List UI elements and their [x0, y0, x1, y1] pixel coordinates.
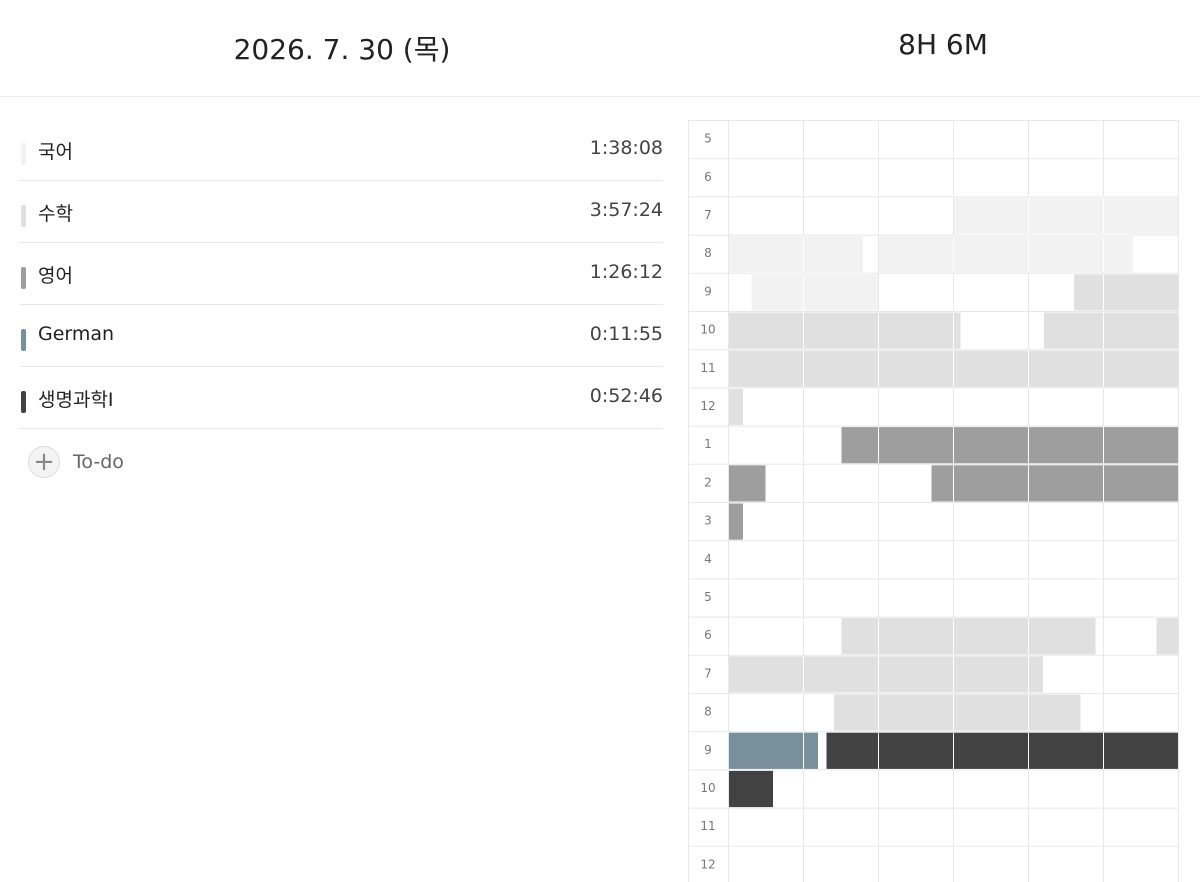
- study-block: [729, 503, 743, 540]
- study-block: [841, 427, 1178, 464]
- hour-label: 9: [704, 284, 712, 298]
- todo-button[interactable]: + To-do: [28, 446, 124, 478]
- subject-row: 국어 1:38:08: [20, 119, 663, 181]
- study-block: [729, 656, 1043, 693]
- hour-label: 11: [700, 819, 715, 833]
- study-block: [729, 236, 863, 273]
- hour-label: 3: [704, 514, 712, 528]
- hour-label: 2: [704, 475, 712, 489]
- study-block: [826, 732, 1178, 769]
- hour-label: 5: [704, 590, 712, 604]
- hour-label: 8: [704, 705, 712, 719]
- study-block: [834, 694, 1081, 731]
- subject-name: 생명과학I: [38, 389, 114, 411]
- hour-label: 7: [704, 666, 712, 680]
- subject-name: 국어: [38, 141, 73, 163]
- subject-time: 0:52:46: [589, 385, 663, 407]
- subject-time: 0:11:55: [589, 323, 663, 345]
- study-block: [729, 388, 743, 426]
- hour-label: 11: [700, 361, 715, 375]
- plus-icon[interactable]: +: [28, 446, 60, 478]
- subject-time: 1:26:12: [589, 261, 663, 283]
- hour-label: 12: [700, 857, 715, 871]
- hour-label: 12: [700, 399, 715, 413]
- subject-row: 수학 3:57:24: [20, 181, 663, 243]
- date: 2026. 7. 30 (목): [233, 33, 451, 66]
- study-block: [841, 618, 1096, 655]
- hour-label: 9: [704, 743, 712, 757]
- subject-row: 영어 1:26:12: [20, 243, 663, 305]
- subject-name: 수학: [38, 203, 73, 225]
- study-block: [729, 770, 773, 808]
- hour-label: 1: [704, 437, 712, 451]
- study-block: [1156, 618, 1178, 655]
- study-block: [931, 465, 1178, 502]
- subject-color: [21, 329, 26, 351]
- todo-label[interactable]: To-do: [73, 451, 124, 473]
- subject-color: [21, 391, 26, 413]
- study-block: [954, 197, 1178, 235]
- hour-label: 6: [704, 170, 712, 184]
- total-time: 8H 6M: [898, 28, 988, 61]
- hour-label: 7: [704, 208, 712, 222]
- hour-label: 4: [704, 552, 712, 566]
- subject-color: [21, 267, 26, 289]
- subject-row: German 0:11:55: [20, 305, 663, 367]
- hour-label: 10: [700, 323, 715, 337]
- study-block: [729, 465, 766, 502]
- study-block: [729, 732, 818, 769]
- subject-name: 영어: [38, 265, 73, 287]
- subject-list: 국어 1:38:08 수학 3:57:24 영어 1:26:12 German 0:11:55…: [20, 119, 663, 429]
- hour-label: 10: [700, 781, 715, 795]
- subject-color: [21, 205, 26, 227]
- study-block: [1044, 312, 1178, 349]
- header: 2026. 7. 30 (목) 8H 6M: [0, 0, 1200, 97]
- subject-name: German: [38, 323, 115, 345]
- subject-color: [21, 143, 26, 165]
- hour-label: 5: [704, 132, 712, 146]
- study-block: [751, 274, 878, 311]
- study-block: [729, 312, 961, 349]
- subject-row: 생명과학I 0:52:46: [20, 367, 663, 429]
- study-block: [879, 236, 1133, 273]
- hour-label: 8: [704, 246, 712, 260]
- hour-label: 6: [704, 628, 712, 642]
- subject-time: 3:57:24: [589, 199, 663, 221]
- subject-time: 1:38:08: [589, 137, 663, 159]
- study-block: [1074, 274, 1178, 311]
